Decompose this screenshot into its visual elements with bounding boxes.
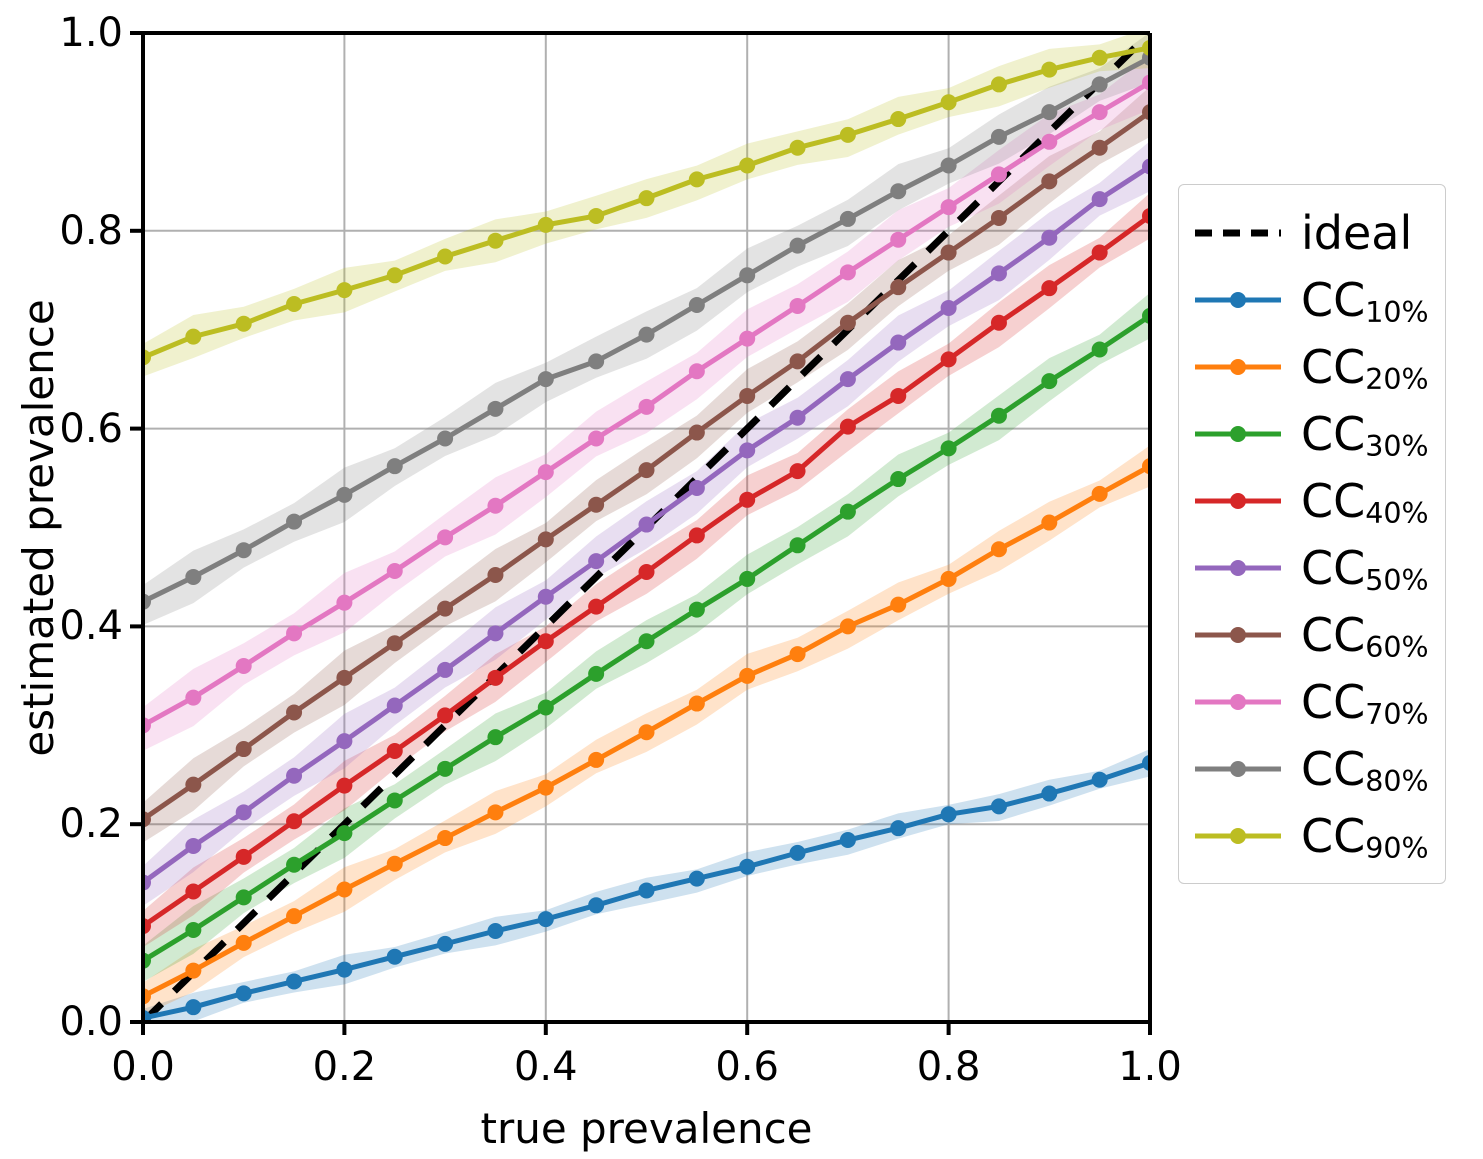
axis-ticks — [130, 31, 1152, 1035]
legend-item-cc10[interactable]: CC10% — [1193, 266, 1429, 333]
y-tick-label: 0.8 — [59, 207, 123, 254]
legend-label: CC50% — [1301, 545, 1429, 595]
legend-label-subscript: 80% — [1365, 764, 1429, 798]
legend-label-subscript: 40% — [1365, 496, 1429, 530]
legend-label-base: CC — [1301, 272, 1366, 327]
chart-legend: ideal CC10% CC20% CC30% CC40% CC50% CC60% CC70%… — [1178, 184, 1446, 884]
legend-item-cc40[interactable]: CC40% — [1193, 467, 1429, 534]
x-tick-label: 0.8 — [916, 1044, 981, 1090]
x-tick-label: 0.6 — [715, 1044, 779, 1090]
legend-item-cc70[interactable]: CC70% — [1193, 668, 1429, 735]
y-tick-label: 1.0 — [59, 10, 123, 56]
legend-label: CC80% — [1301, 746, 1429, 796]
legend-swatch-icon — [1193, 553, 1283, 583]
legend-label: CC90% — [1301, 813, 1429, 863]
y-tick-label: 0.2 — [59, 801, 123, 848]
x-tick-label: 0.4 — [513, 1044, 578, 1090]
x-tick-label: 0.2 — [312, 1044, 377, 1090]
legend-label-subscript: 70% — [1365, 697, 1429, 731]
legend-label-base: CC — [1301, 607, 1366, 662]
y-tick-label: 0.0 — [59, 999, 123, 1045]
legend-swatch-icon — [1193, 821, 1283, 851]
legend-label-base: CC — [1301, 473, 1366, 528]
series-markers — [135, 39, 1158, 1027]
x-tick-label: 1.0 — [1118, 1044, 1182, 1090]
legend-label-base: CC — [1301, 540, 1366, 595]
legend-swatch-icon — [1193, 218, 1283, 248]
legend-label-subscript: 50% — [1365, 563, 1429, 597]
legend-item-cc50[interactable]: CC50% — [1193, 534, 1429, 601]
legend-label: CC60% — [1301, 612, 1429, 662]
legend-label: CC20% — [1301, 344, 1429, 394]
legend-label-subscript: 10% — [1365, 295, 1429, 329]
legend-label-base: CC — [1301, 741, 1366, 796]
legend-label-base: CC — [1301, 674, 1366, 729]
legend-swatch-icon — [1193, 285, 1283, 315]
legend-swatch-icon — [1193, 486, 1283, 516]
legend-swatch-icon — [1193, 687, 1283, 717]
legend-label: CC40% — [1301, 478, 1429, 528]
legend-item-cc80[interactable]: CC80% — [1193, 735, 1429, 802]
legend-label-base: CC — [1301, 339, 1366, 394]
legend-item-cc90[interactable]: CC90% — [1193, 802, 1429, 869]
y-tick-label: 0.6 — [59, 405, 123, 452]
legend-item-cc20[interactable]: CC20% — [1193, 333, 1429, 400]
legend-swatch-icon — [1193, 419, 1283, 449]
legend-label-subscript: 30% — [1365, 429, 1429, 463]
grid-lines — [143, 33, 1150, 1022]
y-tick-label: 0.4 — [59, 603, 123, 650]
legend-label-subscript: 90% — [1365, 831, 1429, 865]
legend-item-cc60[interactable]: CC60% — [1193, 601, 1429, 668]
legend-label-subscript: 20% — [1365, 362, 1429, 396]
legend-label: CC30% — [1301, 411, 1429, 461]
legend-swatch-icon — [1193, 754, 1283, 784]
legend-swatch-icon — [1193, 620, 1283, 650]
y-axis-label: estimated prevalence — [14, 298, 63, 757]
legend-swatch-icon — [1193, 352, 1283, 382]
legend-label: CC70% — [1301, 679, 1429, 729]
legend-label: CC10% — [1301, 277, 1429, 327]
x-tick-label: 0.0 — [111, 1044, 175, 1090]
legend-item-cc30[interactable]: CC30% — [1193, 400, 1429, 467]
x-axis-label: true prevalence — [480, 1104, 813, 1153]
legend-label: ideal — [1301, 205, 1413, 260]
legend-label-subscript: 60% — [1365, 630, 1429, 664]
legend-label-base: CC — [1301, 406, 1366, 461]
legend-label-base: CC — [1301, 808, 1366, 863]
legend-item-ideal[interactable]: ideal — [1193, 199, 1429, 266]
